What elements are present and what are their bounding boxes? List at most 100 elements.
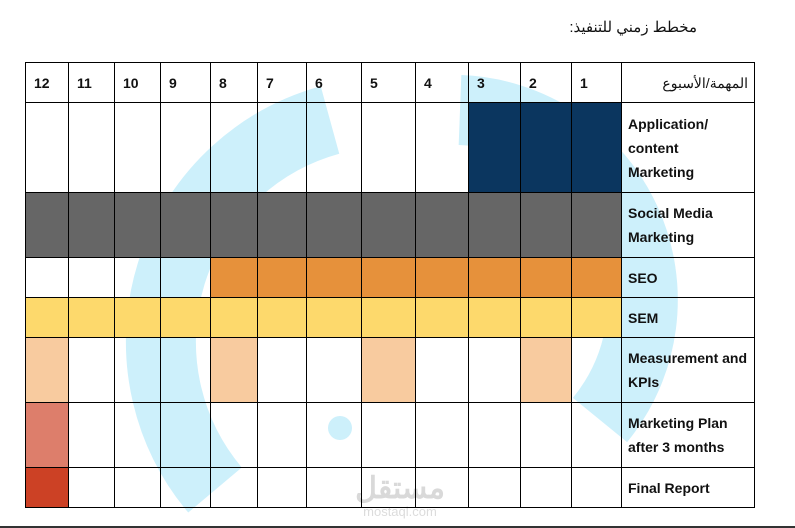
gantt-cell-empty <box>571 337 622 403</box>
gantt-cell-active <box>520 102 572 193</box>
gantt-cell-empty <box>68 257 115 298</box>
gantt-cell-empty <box>114 102 161 193</box>
week-header: 7 <box>257 62 307 103</box>
gantt-cell-empty <box>25 102 69 193</box>
gantt-cell-active <box>25 337 69 403</box>
gantt-cell-empty <box>306 102 362 193</box>
gantt-cell-active <box>257 257 307 298</box>
gantt-cell-active <box>114 192 161 258</box>
task-name: Final Report <box>621 467 755 508</box>
week-header: 4 <box>415 62 469 103</box>
gantt-cell-active <box>520 192 572 258</box>
gantt-cell-active <box>415 192 469 258</box>
task-name: SEM <box>621 297 755 338</box>
gantt-cell-empty <box>257 337 307 403</box>
gantt-cell-active <box>468 297 521 338</box>
gantt-cell-empty <box>68 102 115 193</box>
gantt-cell-empty <box>257 467 307 508</box>
gantt-cell-empty <box>306 337 362 403</box>
gantt-cell-empty <box>520 402 572 468</box>
week-header: 10 <box>114 62 161 103</box>
gantt-cell-empty <box>210 467 258 508</box>
task-row: SEM <box>25 297 755 338</box>
gantt-cell-empty <box>160 102 211 193</box>
gantt-cell-empty <box>361 102 416 193</box>
gantt-cell-empty <box>160 337 211 403</box>
gantt-cell-empty <box>361 402 416 468</box>
gantt-cell-empty <box>306 402 362 468</box>
gantt-cell-empty <box>114 402 161 468</box>
gantt-cell-empty <box>468 467 521 508</box>
gantt-cell-empty <box>571 467 622 508</box>
gantt-cell-empty <box>160 467 211 508</box>
gantt-cell-active <box>210 297 258 338</box>
week-header: 6 <box>306 62 362 103</box>
task-row: Social Media Marketing <box>25 192 755 258</box>
gantt-cell-empty <box>415 102 469 193</box>
task-name: Application/ content Marketing <box>621 102 755 193</box>
week-header: 1 <box>571 62 622 103</box>
gantt-cell-empty <box>114 337 161 403</box>
week-header: 5 <box>361 62 416 103</box>
task-name: Social Media Marketing <box>621 192 755 258</box>
gantt-cell-active <box>306 257 362 298</box>
gantt-cell-active <box>361 192 416 258</box>
gantt-cell-empty <box>68 337 115 403</box>
gantt-cell-active <box>114 297 161 338</box>
gantt-cell-active <box>210 257 258 298</box>
gantt-cell-active <box>468 192 521 258</box>
gantt-cell-active <box>468 257 521 298</box>
header-task-week-label: المهمة/الأسبوع <box>621 62 755 103</box>
week-header: 3 <box>468 62 521 103</box>
gantt-cell-empty <box>257 102 307 193</box>
gantt-cell-active <box>571 297 622 338</box>
task-row: Application/ content Marketing <box>25 102 755 193</box>
gantt-cell-empty <box>571 402 622 468</box>
gantt-cell-active <box>257 297 307 338</box>
gantt-cell-empty <box>415 337 469 403</box>
gantt-cell-empty <box>361 467 416 508</box>
gantt-cell-empty <box>25 257 69 298</box>
watermark-subtext: mostaql.com <box>363 504 437 519</box>
task-name: Measurement and KPIs <box>621 337 755 403</box>
gantt-cell-empty <box>306 467 362 508</box>
gantt-cell-active <box>361 257 416 298</box>
gantt-cell-empty <box>68 402 115 468</box>
gantt-cell-active <box>468 102 521 193</box>
bottom-border <box>0 526 795 528</box>
week-header: 2 <box>520 62 572 103</box>
gantt-cell-empty <box>210 402 258 468</box>
gantt-cell-empty <box>210 102 258 193</box>
task-row: Measurement and KPIs <box>25 337 755 403</box>
gantt-cell-active <box>415 257 469 298</box>
gantt-cell-empty <box>468 402 521 468</box>
gantt-cell-active <box>361 297 416 338</box>
gantt-cell-empty <box>160 402 211 468</box>
gantt-cell-empty <box>114 257 161 298</box>
gantt-cell-active <box>257 192 307 258</box>
gantt-cell-active <box>25 467 69 508</box>
gantt-cell-empty <box>160 257 211 298</box>
week-header: 9 <box>160 62 211 103</box>
gantt-cell-active <box>210 337 258 403</box>
gantt-cell-active <box>25 297 69 338</box>
task-row: Final Report <box>25 467 755 508</box>
gantt-cell-empty <box>468 337 521 403</box>
gantt-cell-active <box>306 297 362 338</box>
gantt-cell-active <box>68 192 115 258</box>
gantt-cell-active <box>306 192 362 258</box>
page-title: مخطط زمني للتنفيذ: <box>569 19 697 36</box>
gantt-table: المهمة/الأسبوع 1 2 3 4 5 6 7 8 9 10 11 12 Application… <box>25 62 755 508</box>
gantt-cell-active <box>571 257 622 298</box>
gantt-cell-active <box>520 337 572 403</box>
gantt-cell-empty <box>415 402 469 468</box>
gantt-cell-active <box>210 192 258 258</box>
task-name: SEO <box>621 257 755 298</box>
gantt-cell-active <box>361 337 416 403</box>
gantt-cell-empty <box>114 467 161 508</box>
header-row: المهمة/الأسبوع 1 2 3 4 5 6 7 8 9 10 11 12 <box>25 62 755 103</box>
gantt-cell-active <box>415 297 469 338</box>
week-header: 11 <box>68 62 115 103</box>
task-name: Marketing Plan after 3 months <box>621 402 755 468</box>
gantt-cell-active <box>160 192 211 258</box>
